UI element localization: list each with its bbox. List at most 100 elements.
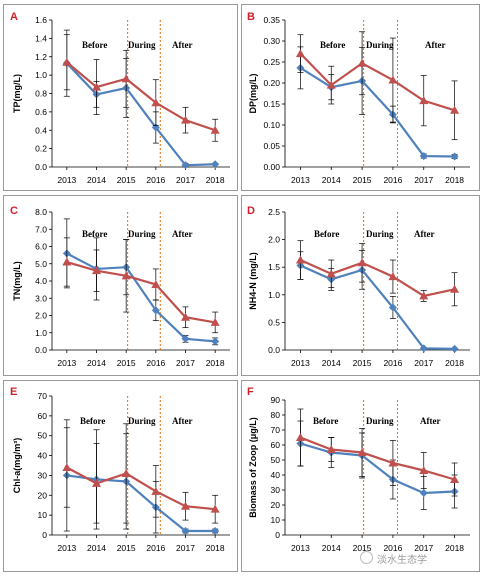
y-tick-label: 0.0 — [268, 345, 280, 355]
period-label: After — [414, 229, 434, 239]
y-tick-label: 0.0 — [35, 162, 47, 172]
period-label: After — [420, 416, 440, 426]
series-line-blue — [66, 474, 216, 533]
y-tick-label: 60 — [271, 440, 281, 450]
x-tick-label: 2016 — [383, 543, 402, 553]
y-tick-label: 1.5 — [268, 262, 280, 272]
x-tick-label: 2017 — [414, 175, 433, 185]
period-label: Before — [82, 229, 107, 239]
data-point-triangle — [121, 74, 131, 83]
chart-panel-b: B 0.00 0.05 0.10 0.15 0.20 0.25 0.30 0.35 2013 201… — [247, 11, 470, 185]
data-point-triangle — [326, 269, 336, 278]
x-tick-label: 2015 — [353, 543, 372, 553]
y-tick-label: 70 — [38, 391, 48, 401]
data-point-triangle — [151, 279, 161, 288]
x-tick-label: 2017 — [176, 358, 195, 368]
y-tick-label: 0.00 — [263, 162, 280, 172]
data-point-triangle — [62, 257, 72, 266]
series-line-blue — [299, 66, 455, 158]
period-label: During — [128, 416, 156, 426]
y-tick-label: 30 — [38, 470, 48, 480]
y-axis-label: TP(mg/L) — [12, 74, 22, 113]
data-point-triangle — [181, 115, 190, 124]
data-point-triangle — [388, 75, 398, 84]
x-tick-label: 2013 — [57, 175, 76, 185]
y-tick-label: 1.4 — [35, 33, 47, 43]
x-tick-label: 2013 — [57, 543, 76, 553]
series-line-red — [299, 52, 455, 112]
x-tick-label: 2016 — [383, 358, 402, 368]
data-point-diamond — [419, 489, 428, 497]
y-tick-label: 0.5 — [268, 317, 280, 327]
x-tick-label: 2017 — [176, 175, 195, 185]
x-tick-label: 2015 — [117, 543, 136, 553]
data-point-diamond — [450, 344, 459, 353]
x-tick-label: 2013 — [57, 358, 76, 368]
y-tick-label: 0.10 — [263, 120, 280, 130]
x-tick-label: 2018 — [445, 358, 464, 368]
data-point-triangle — [388, 458, 398, 467]
data-point-triangle — [92, 266, 101, 275]
y-tick-label: 2.0 — [268, 235, 280, 245]
panel-letter: C — [10, 205, 18, 217]
y-tick-label: 0.2 — [35, 144, 47, 154]
x-tick-label: 2015 — [353, 358, 372, 368]
data-point-diamond — [388, 303, 397, 312]
y-axis-label: Biomass of Zoop (μg/L) — [248, 417, 258, 518]
data-point-diamond — [211, 160, 220, 169]
data-point-diamond — [419, 152, 428, 161]
y-tick-label: 70 — [271, 425, 281, 435]
y-tick-label: 30 — [271, 485, 281, 495]
x-tick-label: 2014 — [87, 543, 106, 553]
data-point-triangle — [357, 448, 367, 456]
x-tick-label: 2013 — [291, 543, 310, 553]
y-tick-label: 1.0 — [35, 70, 47, 80]
data-point-triangle — [419, 291, 429, 300]
period-label: Before — [80, 416, 105, 426]
x-tick-label: 2014 — [87, 175, 106, 185]
y-tick-label: 0.8 — [35, 89, 47, 99]
period-label: After — [425, 40, 445, 50]
x-tick-label: 2014 — [87, 358, 106, 368]
chart-panel-e: E 0 10 20 30 40 50 60 70 2013 2014 2015 2016 2017 2018… — [10, 386, 230, 553]
data-point-diamond — [181, 161, 190, 170]
period-label: Before — [314, 229, 339, 239]
x-tick-label: 2013 — [291, 175, 310, 185]
data-point-diamond — [211, 337, 220, 346]
series-line-red — [66, 61, 216, 132]
x-tick-label: 2018 — [206, 358, 225, 368]
data-point-triangle — [121, 271, 131, 280]
x-tick-label: 2014 — [322, 543, 341, 553]
panel-frame-d — [241, 195, 480, 376]
series-line-red — [66, 466, 216, 511]
y-tick-label: 20 — [271, 500, 281, 510]
y-tick-label: 8.0 — [35, 207, 47, 217]
panel-frame-b — [241, 4, 480, 191]
data-point-triangle — [357, 58, 367, 67]
y-tick-label: 0.25 — [263, 57, 280, 67]
period-label: After — [172, 416, 192, 426]
y-tick-label: 0.4 — [35, 125, 47, 135]
x-tick-label: 2018 — [445, 543, 464, 553]
x-tick-label: 2016 — [146, 358, 165, 368]
data-point-triangle — [62, 462, 72, 471]
y-tick-label: 0.0 — [35, 345, 47, 355]
x-tick-label: 2013 — [291, 358, 310, 368]
data-point-triangle — [210, 125, 220, 134]
data-point-triangle — [151, 486, 161, 495]
data-point-triangle — [326, 80, 336, 89]
period-label: During — [366, 40, 394, 50]
period-label: During — [366, 416, 394, 426]
y-tick-label: 0.35 — [263, 15, 280, 25]
x-tick-label: 2016 — [146, 543, 165, 553]
y-tick-label: 50 — [271, 455, 281, 465]
y-axis-label: DP(mg/L) — [248, 74, 258, 114]
data-point-triangle — [62, 57, 72, 66]
y-tick-label: 1.6 — [35, 15, 47, 25]
period-label: Before — [82, 40, 107, 50]
data-point-triangle — [450, 284, 460, 293]
data-point-triangle — [419, 466, 429, 474]
y-axis-label: Chl-a(mg/m³) — [12, 438, 22, 494]
data-point-triangle — [295, 255, 305, 264]
y-tick-label: 3.0 — [35, 293, 47, 303]
